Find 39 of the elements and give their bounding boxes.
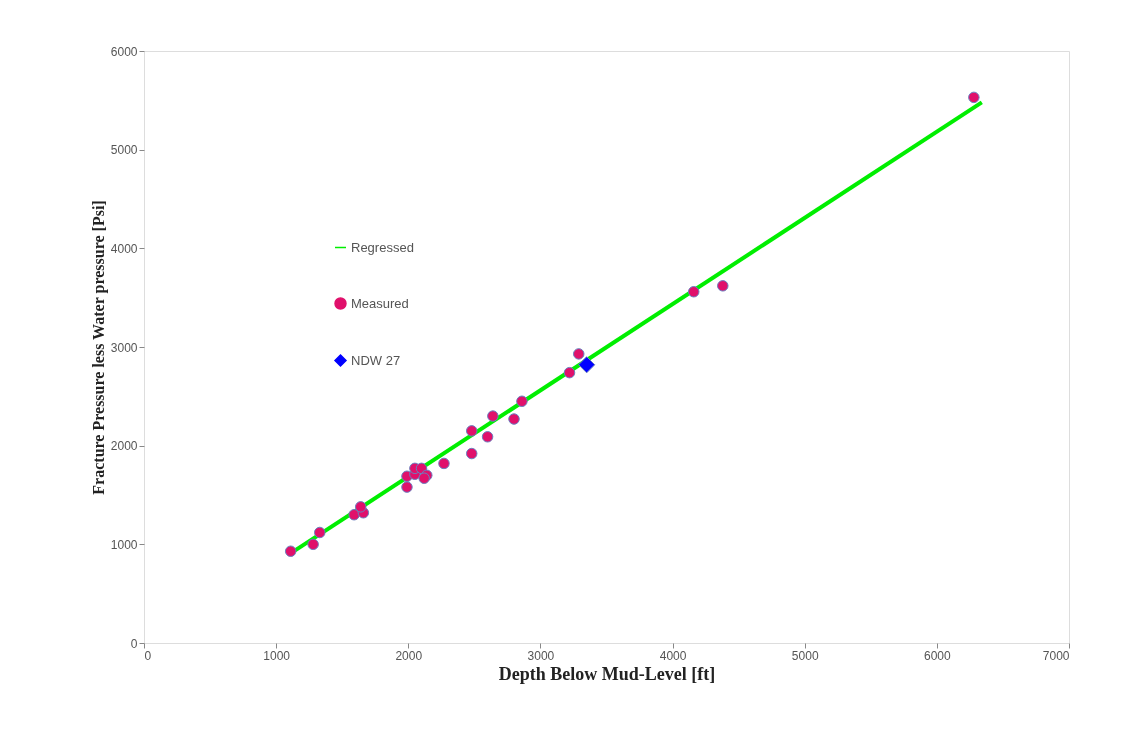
y-tick-label: 2000	[110, 439, 138, 454]
y-tick-label: 5000	[110, 143, 138, 158]
x-tick-label: 4000	[659, 648, 687, 663]
x-tick-label: 5000	[791, 648, 819, 663]
point	[307, 538, 319, 551]
point	[284, 545, 297, 557]
point	[465, 425, 478, 437]
point	[508, 413, 520, 425]
x-tick-label: 7000	[1042, 648, 1070, 663]
x-tick-label: 3000	[527, 648, 555, 663]
point	[968, 91, 980, 104]
legend-label: Regressed	[351, 239, 414, 255]
y-tick-label: 4000	[110, 241, 138, 256]
point	[516, 395, 528, 407]
x-axis-title: Depth Below Mud-Level [ft]	[498, 663, 716, 684]
point	[481, 431, 494, 443]
point	[348, 509, 360, 521]
x-tick-label: 2000	[395, 648, 423, 663]
y-tick-label: 3000	[110, 340, 138, 355]
point	[578, 356, 596, 374]
x-tick-label: 1000	[263, 648, 291, 663]
y-tick-label: 1000	[110, 537, 138, 552]
point	[573, 348, 585, 360]
x-tick-label: 6000	[924, 648, 952, 663]
point	[438, 457, 450, 470]
legend-label: NDW 27	[351, 352, 401, 368]
point	[687, 286, 700, 298]
point	[401, 481, 413, 493]
point	[487, 410, 499, 422]
point	[465, 447, 478, 460]
y-tick-label: 6000	[110, 44, 138, 59]
point	[717, 280, 729, 292]
y-tick-label: 0	[130, 636, 138, 651]
point	[563, 366, 576, 379]
x-tick-label: 0	[144, 648, 152, 663]
y-axis-title: Fracture Pressure less Water pressure [Psi]	[89, 200, 108, 495]
point	[314, 526, 326, 539]
point	[354, 501, 367, 513]
legend-label: Measured	[351, 295, 409, 311]
